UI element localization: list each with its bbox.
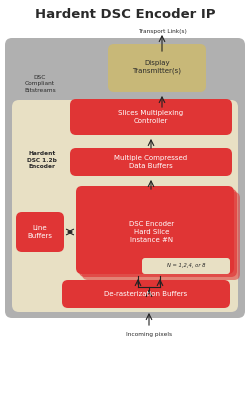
Text: De-rasterization Buffers: De-rasterization Buffers	[104, 291, 188, 297]
FancyBboxPatch shape	[76, 186, 234, 274]
FancyBboxPatch shape	[12, 100, 238, 312]
Text: Hardent DSC Encoder IP: Hardent DSC Encoder IP	[35, 8, 215, 21]
Text: Line
Buffers: Line Buffers	[28, 225, 52, 239]
FancyBboxPatch shape	[5, 38, 245, 318]
FancyBboxPatch shape	[79, 189, 237, 277]
FancyBboxPatch shape	[62, 280, 230, 308]
Text: DSC Encoder
Hard Slice
Instance #N: DSC Encoder Hard Slice Instance #N	[130, 221, 174, 243]
FancyBboxPatch shape	[70, 99, 232, 135]
FancyBboxPatch shape	[70, 148, 232, 176]
Text: Transport Link(s): Transport Link(s)	[138, 29, 186, 34]
FancyBboxPatch shape	[108, 44, 206, 92]
FancyBboxPatch shape	[16, 212, 64, 252]
Text: N = 1,2,4, or 8: N = 1,2,4, or 8	[167, 264, 205, 268]
Text: Display
Transmitter(s): Display Transmitter(s)	[132, 60, 182, 74]
Text: DSC
Compliant
Bitstreams: DSC Compliant Bitstreams	[24, 75, 56, 93]
FancyBboxPatch shape	[82, 192, 240, 280]
FancyBboxPatch shape	[142, 258, 230, 274]
Text: Multiple Compressed
Data Buffers: Multiple Compressed Data Buffers	[114, 155, 188, 169]
Text: Incoming pixels: Incoming pixels	[126, 332, 172, 337]
Text: Hardent
DSC 1.2b
Encoder: Hardent DSC 1.2b Encoder	[27, 151, 57, 169]
Text: Slices Multiplexing
Controller: Slices Multiplexing Controller	[118, 110, 184, 124]
